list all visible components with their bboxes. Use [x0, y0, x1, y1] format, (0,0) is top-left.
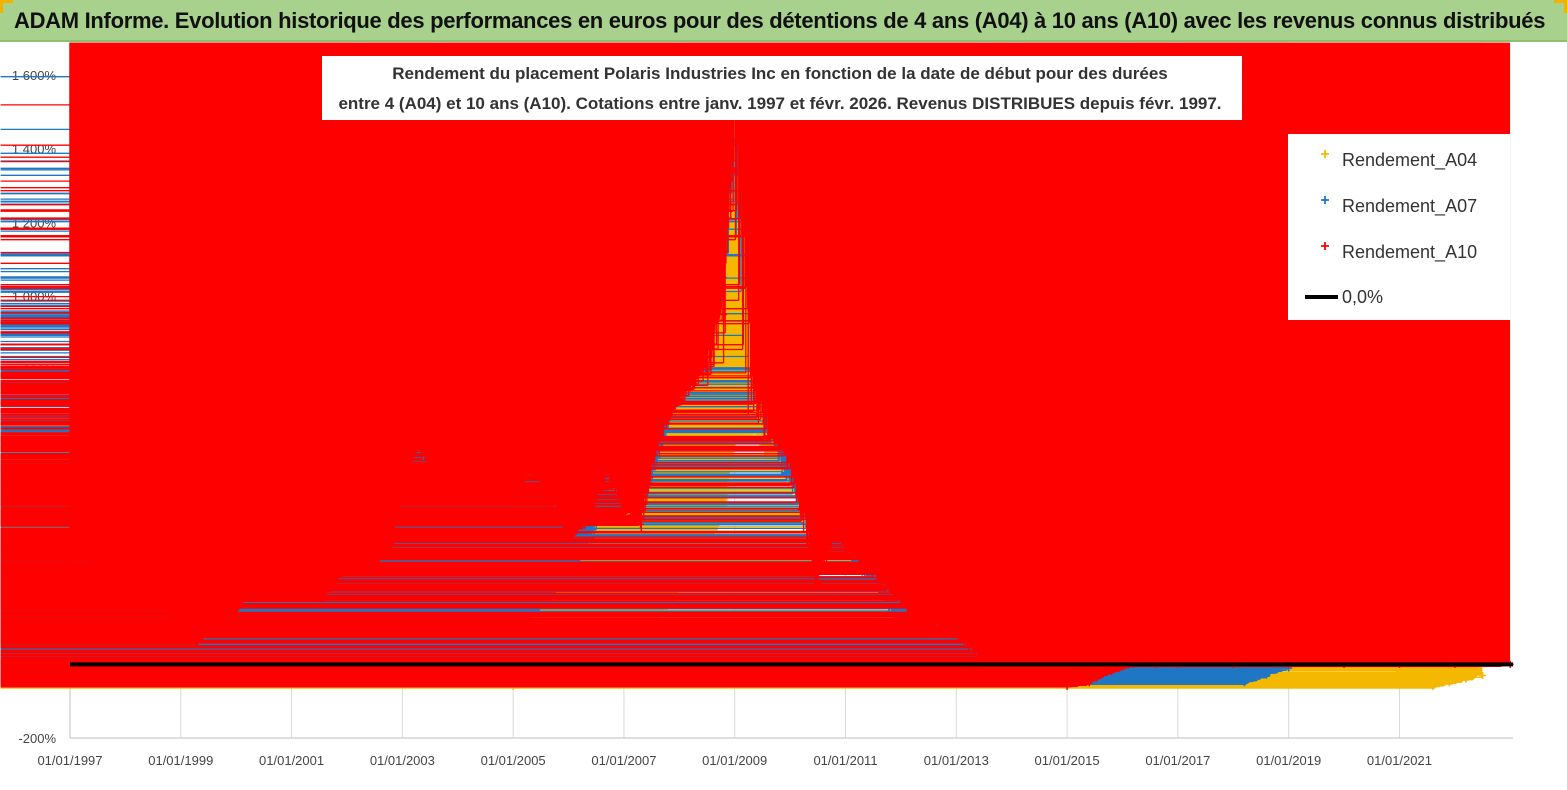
y-tick-label: 1 400% [12, 142, 57, 157]
chart: 01/01/1997 01/01/1999 01/01/2001 01/01/2003… [0, 42, 1514, 768]
legend: Rendement_A04 Rendement_A07 Rendement_A10 0… [1288, 134, 1510, 320]
x-tick-label: 01/01/2013 [924, 753, 989, 768]
x-tick-label: 01/01/1999 [148, 753, 213, 768]
legend-swatch-marker [1321, 150, 1329, 158]
x-tick-label: 01/01/2019 [1256, 753, 1321, 768]
legend-label: Rendement_A10 [1342, 242, 1477, 263]
chart-title-background [322, 56, 1242, 120]
legend-label: 0,0% [1342, 287, 1383, 307]
legend-swatch-marker [1321, 196, 1329, 204]
legend-swatch-marker [1321, 242, 1329, 250]
x-tick-label: 01/01/2001 [259, 753, 324, 768]
chart-title-line-1: Rendement du placement Polaris Industrie… [392, 64, 1168, 83]
x-tick-label: 01/01/2015 [1035, 753, 1100, 768]
legend-label: Rendement_A04 [1342, 150, 1477, 171]
series-rendement-a10 [0, 42, 1514, 690]
header-banner: ADAM Informe. Evolution historique des p… [0, 0, 1567, 42]
x-tick-label: 01/01/2003 [370, 753, 435, 768]
series-point-cloud [0, 42, 1511, 688]
x-tick-label: 01/01/2005 [481, 753, 546, 768]
legend-background [1288, 134, 1510, 320]
chart-title-group: Rendement du placement Polaris Industrie… [322, 56, 1242, 120]
corner-mark-right [1554, 0, 1567, 13]
chart-title-line-2: entre 4 (A04) et 10 ans (A10). Cotations… [338, 94, 1221, 113]
x-tick-label: 01/01/2021 [1367, 753, 1432, 768]
y-tick-label: -200% [18, 731, 56, 746]
y-tick-label: 1 600% [12, 68, 57, 83]
x-tick-label: 01/01/1997 [37, 753, 102, 768]
x-tick-label: 01/01/2007 [591, 753, 656, 768]
corner-mark-left [0, 0, 13, 13]
page-title: ADAM Informe. Evolution historique des p… [14, 8, 1546, 33]
x-tick-label: 01/01/2011 [813, 753, 877, 768]
x-tick-label: 01/01/2009 [702, 753, 767, 768]
x-tick-label: 01/01/2017 [1145, 753, 1210, 768]
series-layer [0, 42, 1514, 690]
legend-label: Rendement_A07 [1342, 196, 1477, 217]
